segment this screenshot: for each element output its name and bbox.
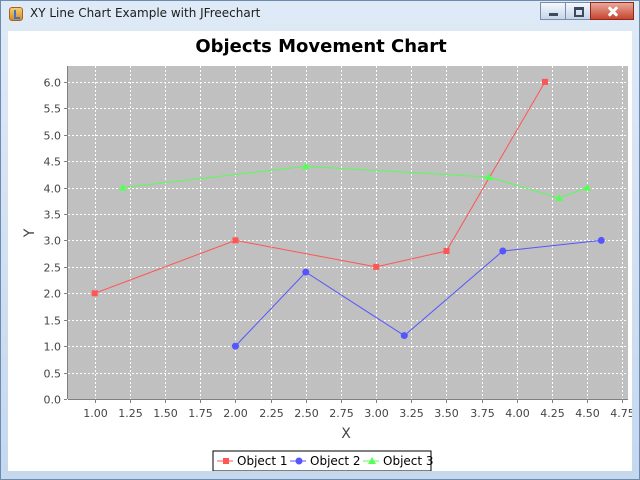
chart-panel: Objects Movement Chart 1.00 1.25 1.50 1.75 2… xyxy=(8,31,632,471)
x-tick-label: 1.25 xyxy=(118,407,143,420)
y-tick-label: 4.0 xyxy=(44,183,62,196)
x-tick-label: 2.00 xyxy=(223,407,248,420)
data-point xyxy=(583,183,592,191)
x-tick-label: 4.50 xyxy=(575,407,600,420)
data-point xyxy=(232,237,239,244)
series-2 xyxy=(231,236,605,350)
y-tick-label: 3.5 xyxy=(44,209,62,222)
xy-line-chart: Objects Movement Chart 1.00 1.25 1.50 1.75 2… xyxy=(22,36,632,471)
chart-title: Objects Movement Chart xyxy=(195,36,447,57)
legend-item-2: Object 2 xyxy=(290,454,361,468)
window-title: XY Line Chart Example with JFreechart xyxy=(30,6,261,20)
x-tick-label: 3.25 xyxy=(399,407,424,420)
legend-marker xyxy=(368,457,376,464)
y-tick-label: 2.5 xyxy=(44,262,62,275)
y-tick-label: 6.0 xyxy=(44,77,62,90)
x-tick-label: 2.25 xyxy=(259,407,284,420)
legend-marker xyxy=(223,458,229,464)
legend-label: Object 2 xyxy=(310,454,361,468)
x-tick-label: 1.75 xyxy=(188,407,213,420)
data-point xyxy=(91,290,98,297)
plot-area xyxy=(68,66,628,399)
legend-label: Object 1 xyxy=(237,454,288,468)
data-point xyxy=(597,236,605,244)
legend-label: Object 3 xyxy=(383,454,434,468)
data-point xyxy=(443,248,450,254)
y-tick-label: 5.0 xyxy=(44,130,62,143)
legend-item-1: Object 1 xyxy=(217,454,288,468)
title-bar[interactable]: XY Line Chart Example with JFreechart xyxy=(1,1,639,29)
data-point xyxy=(555,194,564,202)
x-tick-label: 2.50 xyxy=(294,407,319,420)
data-point xyxy=(301,162,310,170)
data-point xyxy=(541,78,548,85)
x-tick-label: 2.75 xyxy=(329,407,354,420)
y-axis-label: Y xyxy=(22,228,38,238)
x-tick-label: 4.75 xyxy=(610,407,632,420)
maximize-icon xyxy=(566,3,590,19)
x-axis-ticks: 1.00 1.25 1.50 1.75 2.00 2.25 2.50 2.75 3.00 3.25… xyxy=(83,400,632,420)
legend-marker xyxy=(295,457,303,465)
data-point xyxy=(484,173,493,180)
y-tick-label: 2.0 xyxy=(44,288,62,301)
data-point xyxy=(499,247,507,255)
y-tick-label: 0.0 xyxy=(44,394,62,407)
minimize-button[interactable] xyxy=(540,2,566,20)
data-point xyxy=(231,342,239,350)
y-tick-label: 5.5 xyxy=(44,103,62,116)
x-tick-label: 3.00 xyxy=(364,407,389,420)
close-button[interactable] xyxy=(590,2,634,20)
x-tick-label: 3.75 xyxy=(470,407,495,420)
y-tick-label: 0.5 xyxy=(44,368,62,381)
legend-box xyxy=(212,450,432,471)
x-tick-label: 4.25 xyxy=(540,407,565,420)
x-tick-label: 4.00 xyxy=(505,407,530,420)
window-controls xyxy=(540,2,634,22)
legend-item-3: Object 3 xyxy=(363,454,434,468)
data-point xyxy=(118,183,127,191)
java-app-icon[interactable] xyxy=(9,7,23,21)
y-tick-label: 1.5 xyxy=(44,315,62,328)
x-tick-label: 3.50 xyxy=(434,407,459,420)
minimize-icon xyxy=(541,3,565,19)
series-group xyxy=(91,78,605,350)
legend: Object 1 Object 2 Object 3 xyxy=(217,454,434,468)
x-tick-label: 1.50 xyxy=(153,407,178,420)
y-tick-label: 1.0 xyxy=(44,341,62,354)
data-point xyxy=(302,268,310,276)
y-axis-ticks: 0.0 0.5 1.0 1.5 2.0 2.5 3.0 3.5 4.0 4.5 5.0 5.5 6.0 xyxy=(44,77,67,407)
series-3 xyxy=(118,162,592,202)
x-tick-label: 1.00 xyxy=(83,407,108,420)
data-point xyxy=(400,332,408,340)
maximize-button[interactable] xyxy=(565,2,591,20)
data-point xyxy=(373,263,380,270)
x-axis-label: X xyxy=(341,426,351,442)
series-1 xyxy=(91,78,548,297)
y-tick-label: 3.0 xyxy=(44,235,62,248)
y-tick-label: 4.5 xyxy=(44,156,62,169)
close-icon xyxy=(591,3,633,19)
